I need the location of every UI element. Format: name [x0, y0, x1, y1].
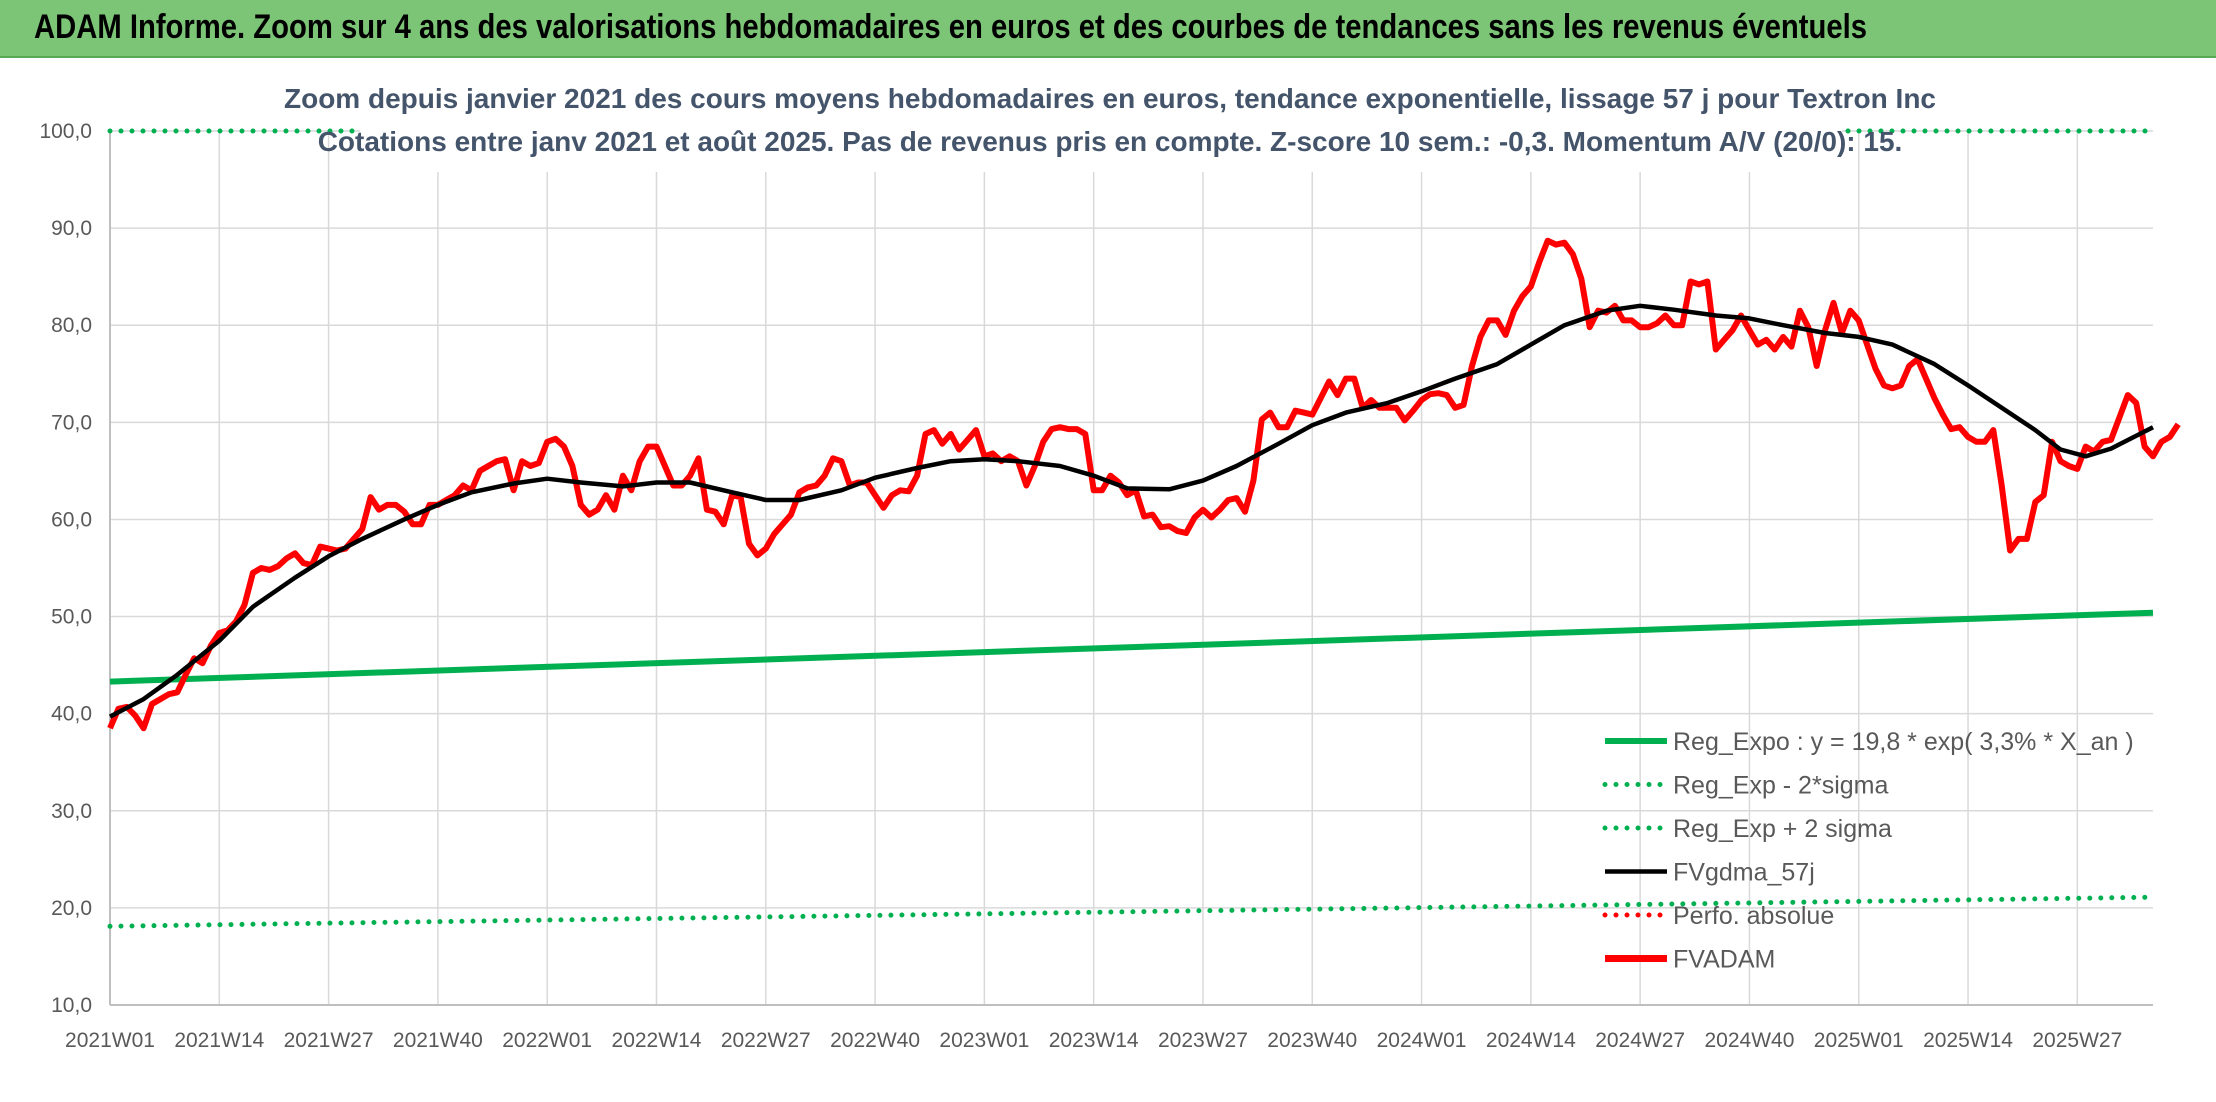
y-tick-label: 60,0: [51, 508, 92, 531]
x-tick-label: 2021W01: [65, 1029, 155, 1052]
x-tick-label: 2023W40: [1267, 1029, 1357, 1052]
x-tick-label: 2025W01: [1814, 1029, 1904, 1052]
legend: Reg_Expo : y = 19,8 * exp( 3,3% * X_an )…: [1602, 728, 2134, 974]
y-tick-label: 50,0: [51, 606, 92, 629]
series-line-5: [107, 237, 2181, 732]
y-tick-label: 30,0: [51, 800, 92, 823]
legend-label: FVgdma_57j: [1673, 859, 1815, 887]
x-tick-label: 2024W01: [1377, 1029, 1467, 1052]
x-tick-label: 2022W01: [502, 1029, 592, 1052]
page-title: ADAM Informe. Zoom sur 4 ans des valoris…: [34, 8, 1867, 46]
chart-subtitle-line: Zoom depuis janvier 2021 des cours moyen…: [284, 83, 1936, 114]
x-tick-label: 2024W40: [1704, 1029, 1794, 1052]
y-tick-label: 20,0: [51, 897, 92, 920]
axes: 10,0 20,0 30,0 40,0 50,0 60,0 70,0 80,0 90,0 100,…: [39, 120, 2153, 1052]
x-tick-label: 2021W27: [284, 1029, 374, 1052]
chart-subtitle-line: Cotations entre janv 2021 et août 2025. …: [318, 126, 1903, 157]
legend-label: Reg_Exp + 2 sigma: [1673, 815, 1892, 843]
y-tick-label: 90,0: [51, 217, 92, 240]
x-tick-label: 2023W14: [1049, 1029, 1139, 1052]
legend-label: Reg_Expo : y = 19,8 * exp( 3,3% * X_an ): [1673, 728, 2134, 756]
chart-subtitle: Zoom depuis janvier 2021 des cours moyen…: [284, 82, 1936, 172]
x-tick-label: 2022W14: [612, 1029, 702, 1052]
legend-label: Perfo. absolue: [1673, 902, 1834, 930]
y-tick-label: 80,0: [51, 314, 92, 337]
title-banner: ADAM Informe. Zoom sur 4 ans des valoris…: [0, 0, 2216, 58]
x-tick-label: 2022W40: [830, 1029, 920, 1052]
x-tick-label: 2021W40: [393, 1029, 483, 1052]
series-line-1: [107, 894, 2156, 929]
x-tick-label: 2023W01: [939, 1029, 1029, 1052]
legend-label: FVADAM: [1673, 946, 1775, 974]
x-tick-label: 2024W14: [1486, 1029, 1576, 1052]
x-tick-label: 2025W27: [2032, 1029, 2122, 1052]
x-tick-label: 2024W27: [1595, 1029, 1685, 1052]
legend-label: Reg_Exp - 2*sigma: [1673, 772, 1888, 800]
gridlines: [109, 130, 2153, 1006]
x-tick-label: 2023W27: [1158, 1029, 1248, 1052]
y-tick-label: 70,0: [51, 411, 92, 434]
y-tick-label: 40,0: [51, 703, 92, 726]
series-line-3: [108, 303, 2155, 719]
y-tick-label: 10,0: [51, 994, 92, 1017]
series-line-0: [109, 609, 2154, 685]
y-tick-label: 100,0: [39, 120, 92, 143]
x-tick-label: 2021W14: [174, 1029, 264, 1052]
x-tick-label: 2025W14: [1923, 1029, 2013, 1052]
subtitle-backdrop: [360, 82, 1842, 172]
x-tick-label: 2022W27: [721, 1029, 811, 1052]
